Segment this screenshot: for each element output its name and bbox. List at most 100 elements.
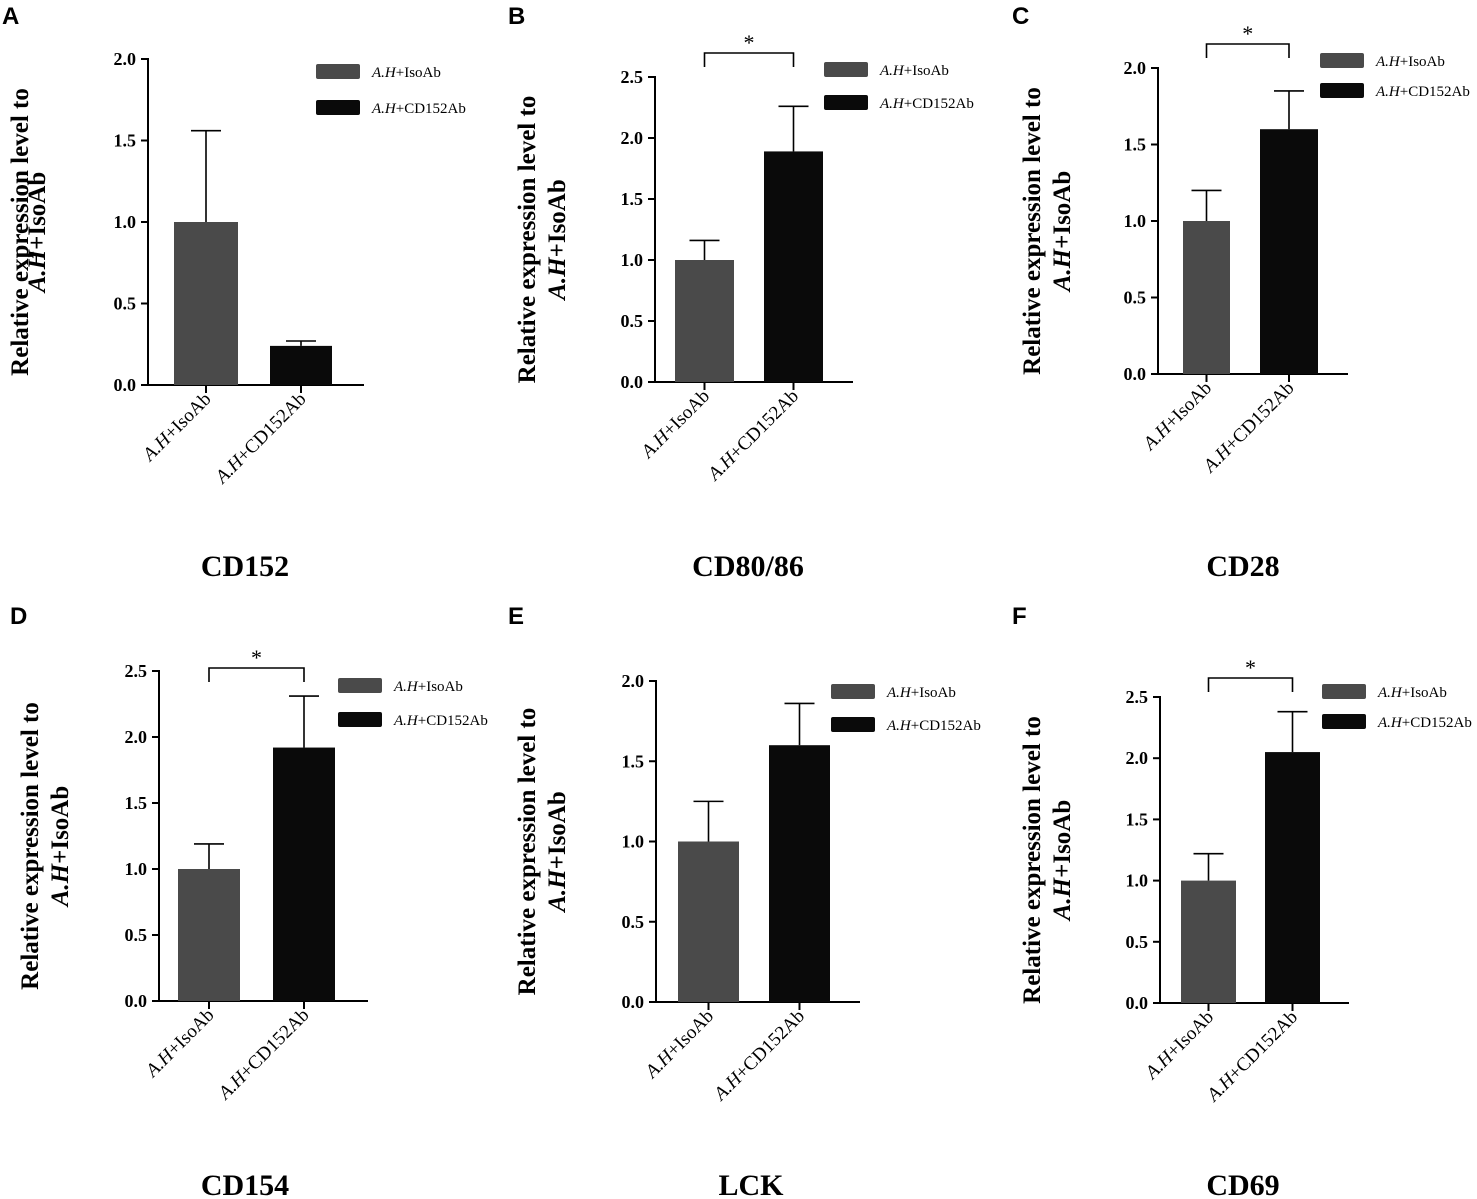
panel-letter: F xyxy=(1012,603,1027,630)
y-tick-label: 2.0 xyxy=(621,128,644,148)
legend-label: A.H+IsoAb xyxy=(393,679,463,695)
y-tick-label: 0.5 xyxy=(621,311,644,331)
y-axis-label-line1: Relative expression level to xyxy=(7,88,34,376)
chart-title: CD28 xyxy=(1206,550,1279,583)
y-axis-label-rest: +IsoAb xyxy=(1049,171,1076,249)
legend-label-rest: +CD152Ab xyxy=(1402,715,1472,731)
bar-isoab xyxy=(678,841,739,1002)
x-tick-label-rest: +IsoAb xyxy=(1163,1007,1218,1062)
y-axis-label-line1: Relative expression level to xyxy=(17,702,44,990)
panel-letter: C xyxy=(1012,3,1029,30)
y-tick-label: 2.0 xyxy=(114,49,137,69)
bar-isoab xyxy=(1181,880,1236,1003)
legend-label: A.H+IsoAb xyxy=(1377,685,1447,701)
bar-cd152ab xyxy=(764,151,823,382)
x-tick-label: A.H+CD152Ab xyxy=(210,389,310,489)
x-tick-label: A.H+IsoAb xyxy=(640,1006,718,1084)
y-tick-label: 2.5 xyxy=(1126,687,1149,707)
y-axis-label-rest: +IsoAb xyxy=(544,179,571,257)
chart-title: CD80/86 xyxy=(692,550,804,583)
chart-panel-e: E0.00.51.01.52.0A.H+IsoAbA.H+CD152AbA.H+… xyxy=(508,603,981,1199)
chart-title: CD154 xyxy=(201,1169,289,1199)
legend-swatch xyxy=(316,64,360,79)
x-tick-label-rest: +CD152Ab xyxy=(1224,1007,1302,1085)
legend-swatch xyxy=(1322,684,1366,699)
legend-label-italic: A.H xyxy=(879,96,905,112)
chart-title: LCK xyxy=(718,1169,784,1199)
legend-label-rest: +IsoAb xyxy=(418,679,463,695)
legend-swatch xyxy=(831,717,875,732)
panel-letter: D xyxy=(10,603,27,630)
x-tick-label-rest: +CD152Ab xyxy=(731,1006,809,1084)
legend-label: A.H+CD152Ab xyxy=(393,713,488,729)
x-tick-label: A.H+CD152Ab xyxy=(709,1006,809,1106)
legend-label-rest: +CD152Ab xyxy=(911,718,981,734)
y-tick-label: 0.5 xyxy=(1126,932,1149,952)
x-tick-label-rest: +IsoAb xyxy=(160,389,215,444)
x-tick-label-rest: +CD152Ab xyxy=(236,1005,314,1083)
chart-panel-d: D0.00.51.01.52.02.5A.H+IsoAbA.H+CD152Ab*… xyxy=(10,603,488,1199)
panel-letter: E xyxy=(508,603,524,630)
y-axis-label-line1: Relative expression level to xyxy=(514,708,541,996)
y-tick-label: 2.5 xyxy=(125,661,148,681)
legend-swatch xyxy=(831,684,875,699)
y-tick-label: 1.5 xyxy=(621,189,644,209)
legend-label: A.H+IsoAb xyxy=(1375,54,1445,70)
legend-swatch xyxy=(824,95,868,110)
x-tick-label: A.H+IsoAb xyxy=(636,386,714,464)
bar-isoab xyxy=(178,869,240,1001)
x-tick-label-rest: +IsoAb xyxy=(663,1006,718,1061)
chart-title: CD69 xyxy=(1206,1169,1279,1199)
panel-letter: A xyxy=(2,3,19,30)
y-axis-label-line1: Relative expression level to xyxy=(1019,716,1046,1004)
significance-star: * xyxy=(1245,655,1256,680)
y-tick-label: 1.5 xyxy=(125,793,148,813)
legend-label: A.H+CD152Ab xyxy=(1375,84,1470,100)
y-axis-label-italic: A.H xyxy=(47,862,74,908)
x-tick-label: A.H+CD152Ab xyxy=(703,386,803,486)
legend-label-italic: A.H xyxy=(1375,54,1401,70)
bar-isoab xyxy=(1183,221,1230,374)
y-tick-label: 1.0 xyxy=(1126,871,1149,891)
legend-label: A.H+CD152Ab xyxy=(1377,715,1472,731)
y-axis-label-line2: A.H+IsoAb xyxy=(24,172,51,295)
legend-label-italic: A.H xyxy=(886,685,912,701)
legend-label: A.H+CD152Ab xyxy=(371,101,466,117)
y-axis-label-line2: A.H+IsoAb xyxy=(47,786,74,909)
y-axis-label-line2: A.H+IsoAb xyxy=(1049,800,1076,923)
legend-label-rest: +IsoAb xyxy=(904,63,949,79)
x-tick-label-rest: +CD152Ab xyxy=(725,386,803,464)
y-tick-label: 0.0 xyxy=(125,991,148,1011)
legend-label-rest: +CD152Ab xyxy=(1400,84,1470,100)
legend-swatch xyxy=(316,100,360,115)
x-tick-label-rest: +IsoAb xyxy=(1161,378,1216,433)
bar-cd152ab xyxy=(270,345,332,385)
x-tick-label-rest: +CD152Ab xyxy=(1221,378,1299,456)
y-axis-label-italic: A.H xyxy=(544,868,571,914)
y-tick-label: 2.0 xyxy=(622,671,645,691)
legend-swatch xyxy=(824,62,868,77)
legend-label-italic: A.H xyxy=(371,65,397,81)
y-axis-label-line1: Relative expression level to xyxy=(1019,87,1046,375)
chart-panel-a: A0.00.51.01.52.0A.H+IsoAbA.H+CD152AbA.H+… xyxy=(2,3,466,583)
legend-label-italic: A.H xyxy=(886,718,912,734)
y-axis-label-line2: A.H+IsoAb xyxy=(544,179,571,302)
y-tick-label: 1.0 xyxy=(622,832,645,852)
y-axis-label-line2: A.H+IsoAb xyxy=(1049,171,1076,294)
y-axis-label-italic: A.H xyxy=(1049,876,1076,922)
x-tick-label-rest: +CD152Ab xyxy=(233,389,311,467)
y-tick-label: 1.5 xyxy=(114,131,137,151)
legend-label-italic: A.H xyxy=(371,101,397,117)
legend-label-rest: +CD152Ab xyxy=(396,101,466,117)
legend-label-rest: +IsoAb xyxy=(1400,54,1445,70)
legend-label: A.H+CD152Ab xyxy=(886,718,981,734)
significance-star: * xyxy=(251,645,262,670)
y-tick-label: 0.5 xyxy=(114,294,137,314)
bar-cd152ab xyxy=(1260,129,1318,374)
y-tick-label: 0.5 xyxy=(1124,288,1147,308)
y-axis-label-italic: A.H xyxy=(24,248,51,294)
y-tick-label: 1.5 xyxy=(1124,135,1147,155)
y-tick-label: 0.0 xyxy=(622,992,645,1012)
legend-swatch xyxy=(1320,53,1364,68)
